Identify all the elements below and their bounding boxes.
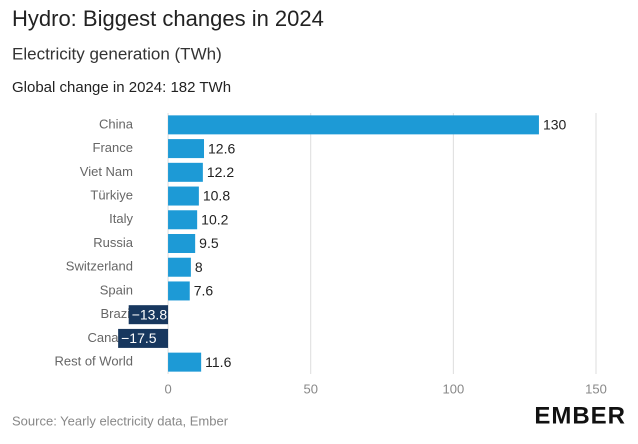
value-label: 11.6: [205, 354, 231, 370]
y-tick-label: France: [93, 140, 133, 155]
value-label: −13.8: [132, 306, 168, 322]
value-label: 12.6: [208, 140, 235, 156]
y-tick-label: Russia: [93, 235, 134, 250]
y-tick-label: Switzerland: [66, 259, 133, 274]
y-tick-label: Rest of World: [54, 354, 133, 369]
value-label: 12.2: [207, 164, 234, 180]
y-tick-label: Türkiye: [90, 187, 133, 202]
bar: [128, 305, 169, 325]
bar: [168, 281, 190, 301]
y-tick-label: Viet Nam: [80, 164, 133, 179]
bar: [168, 352, 202, 372]
y-tick-label: Italy: [109, 211, 133, 226]
chart-title: Hydro: Biggest changes in 2024: [12, 6, 324, 31]
chart-subtitle: Electricity generation (TWh): [12, 44, 222, 63]
bar: [168, 186, 199, 206]
bar: [168, 139, 205, 159]
bar: [168, 234, 196, 253]
y-tick-label: Brazil: [100, 306, 133, 321]
chart-note: Global change in 2024: 182 TWh: [12, 79, 231, 96]
value-label: 130: [543, 117, 567, 133]
y-tick-label: China: [99, 116, 134, 131]
y-tick-label: Spain: [100, 282, 133, 297]
value-label: 10.2: [201, 211, 228, 227]
logo: EMBER: [534, 402, 626, 429]
bar: [168, 115, 539, 135]
bar: [118, 328, 169, 348]
value-label: 8: [195, 259, 203, 275]
value-label: 7.6: [194, 283, 214, 299]
x-tick-label: 0: [164, 381, 171, 396]
value-label: 9.5: [199, 235, 219, 251]
bar: [168, 210, 198, 230]
value-label: 10.8: [203, 188, 230, 204]
x-tick-label: 50: [303, 381, 317, 396]
bar: [168, 162, 203, 182]
source: Source: Yearly electricity data, Ember: [12, 413, 229, 428]
x-tick-label: 100: [443, 381, 465, 396]
bar: [168, 257, 191, 277]
value-label: −17.5: [121, 330, 157, 346]
x-tick-label: 150: [585, 381, 607, 396]
